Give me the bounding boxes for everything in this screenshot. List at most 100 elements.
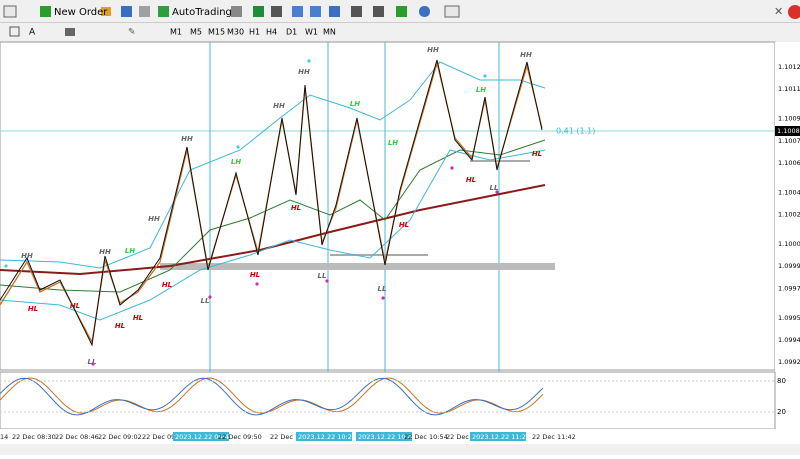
oscillator-level: 80: [777, 377, 786, 385]
status-bar: [0, 444, 800, 455]
swing-label: LL: [88, 358, 97, 366]
timeframe-button[interactable]: M5: [190, 28, 202, 37]
price-label: 1.09975: [778, 284, 800, 292]
swing-label: HH: [21, 252, 33, 260]
timeframe-button[interactable]: M1: [170, 28, 182, 37]
time-label: 2023.12.22 10:47: [358, 433, 416, 441]
swing-label: HL: [250, 271, 260, 279]
timeframe-button[interactable]: H1: [249, 28, 260, 37]
time-highlight: [356, 432, 412, 441]
time-label: 22 Dec 11:42: [532, 433, 576, 441]
swing-label: HH: [181, 135, 193, 143]
price-label: 1.10060: [778, 159, 800, 167]
swing-label: LL: [318, 272, 327, 280]
marker-dot: [4, 264, 8, 268]
marker-dot: [483, 74, 487, 78]
zones: [160, 160, 555, 270]
time-label: 2023.12.22 11:29: [472, 433, 530, 441]
current-price: 1.10081: [777, 127, 800, 135]
price-label: 1.10075: [778, 137, 800, 145]
oscillator-level: 20: [777, 408, 786, 416]
price-label: 1.09925: [778, 358, 800, 366]
swing-label: HH: [273, 102, 285, 110]
swing-label: HH: [148, 215, 160, 223]
swing-label: HL: [133, 314, 143, 322]
time-label: 22 Dec 1: [446, 433, 475, 441]
new-order-button[interactable]: New Order: [54, 7, 108, 18]
timeframe-button[interactable]: M15: [208, 28, 225, 37]
measure-label: 0.41 (1.1): [556, 127, 595, 136]
time-label: 2023.12.22 10:26: [298, 433, 356, 441]
swing-labels: HH HH LH HL HL LL HL HL HL HH HH LH LL HL HH HL HH LL LH LH…: [4, 46, 542, 366]
timeframe-button[interactable]: D1: [286, 28, 297, 37]
swing-label: HH: [298, 68, 310, 76]
swing-label: HL: [399, 221, 409, 229]
timeframe-bar: M1 M5 M15 M30 H1 H4 D1 W1 MN: [170, 28, 336, 37]
swing-label: LL: [490, 184, 499, 192]
time-axis-labels: 14 22 Dec 08:30 22 Dec 08:46 22 Dec 09:02 22…: [0, 432, 576, 441]
swing-label: LL: [201, 297, 210, 305]
oscillator-line: [0, 377, 544, 414]
oscillator-lines: [0, 377, 775, 416]
svg-text:✕: ✕: [774, 5, 783, 18]
timeframe-button[interactable]: M30: [227, 28, 244, 37]
toolbar-icons: ✕ A ✎: [3, 5, 800, 38]
price-label: 1.10005: [778, 240, 800, 248]
time-label: 22 Dec 09:50: [218, 433, 262, 441]
swing-label: HL: [466, 176, 476, 184]
price-label: 1.10040: [778, 188, 800, 196]
time-label: 14: [0, 433, 8, 441]
swing-label: LL: [378, 285, 387, 293]
time-highlight: [470, 432, 526, 441]
toolbar-buttons: New Order AutoTrading: [54, 7, 232, 18]
time-label: 22 Dec 09:02: [98, 433, 142, 441]
swing-label: HL: [162, 281, 172, 289]
price-label: 1.09940: [778, 336, 800, 344]
vertical-lines: [209, 42, 500, 432]
time-label: 22 Dec 10:54: [404, 433, 448, 441]
swing-label: HL: [532, 150, 542, 158]
autotrading-button[interactable]: AutoTrading: [172, 7, 232, 18]
svg-text:✎: ✎: [128, 28, 136, 38]
marker-dot: [91, 362, 95, 366]
svg-text:A: A: [29, 28, 36, 38]
oscillator-line: [0, 377, 544, 416]
price-label: 1.09990: [778, 262, 800, 270]
price-label: 1.10090: [778, 115, 800, 123]
swing-label: HL: [70, 302, 80, 310]
timeframe-button[interactable]: H4: [266, 28, 277, 37]
marker-dot: [325, 279, 329, 283]
timeframe-button[interactable]: MN: [323, 28, 336, 37]
chart-area: [0, 41, 776, 371]
swing-label: HL: [28, 305, 38, 313]
price-label: 1.10110: [778, 85, 800, 93]
time-highlight: [173, 432, 229, 441]
price-label: 1.10125: [778, 63, 800, 71]
swing-label: HL: [291, 204, 301, 212]
indicators: [0, 59, 546, 347]
marker-dot: [450, 166, 454, 170]
current-price-box: [775, 126, 800, 136]
swing-label: HH: [99, 248, 111, 256]
marker-dot: [381, 296, 385, 300]
price-label: 1.09955: [778, 314, 800, 322]
swing-label: LH: [350, 100, 360, 108]
swing-label: LH: [476, 86, 486, 94]
time-highlight: [296, 432, 352, 441]
swing-label: LH: [388, 139, 398, 147]
time-label: 2023.12.22 09:41: [175, 433, 233, 441]
marker-dot: [307, 59, 311, 63]
swing-label: HH: [520, 51, 532, 59]
marker-dot: [495, 190, 499, 194]
time-label: 22 Dec 08:46: [55, 433, 99, 441]
marker-dot: [208, 295, 212, 299]
swing-label: HH: [427, 46, 439, 54]
timeframe-button[interactable]: W1: [305, 28, 318, 37]
time-label: 22 Dec 08:30: [12, 433, 56, 441]
swing-label: HL: [115, 322, 125, 330]
swing-label: LH: [231, 158, 241, 166]
time-label: 22 Dec 1: [270, 433, 299, 441]
time-label: 22 Dec 09:18: [142, 433, 186, 441]
marker-dot: [255, 282, 259, 286]
